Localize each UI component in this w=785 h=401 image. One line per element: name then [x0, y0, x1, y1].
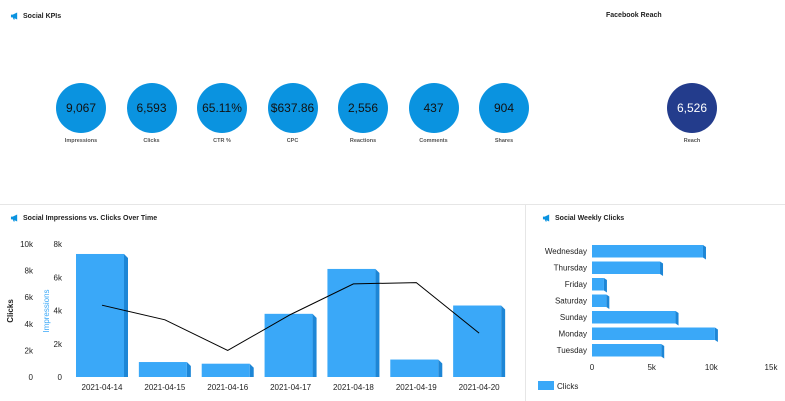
y-tick-label: Saturday — [555, 297, 587, 306]
y-tick-label: Wednesday — [545, 247, 587, 256]
weekly-clicks-title: Social Weekly Clicks — [542, 214, 624, 222]
y-tick-label: Tuesday — [557, 346, 587, 355]
weekly-clicks-chart: Wednesday Thursday Friday Saturday Sunday Mon… — [538, 245, 779, 391]
kpi-label-reach: Reach — [683, 138, 701, 144]
y-axis-right-title: Impressions — [42, 289, 51, 332]
kpi-circle-shares: 904 — [479, 83, 529, 133]
megaphone-icon — [10, 214, 18, 222]
x-tick-label: 2021-04-16 — [207, 383, 248, 392]
right-tick-label: 0 — [58, 373, 63, 382]
facebook-reach-title: Facebook Reach — [606, 12, 662, 19]
weekly-clicks-bar — [592, 245, 703, 258]
kpi-label-cpc: CPC — [286, 138, 299, 144]
megaphone-icon — [10, 12, 18, 20]
y-tick-label: Friday — [565, 280, 587, 289]
bar-side — [438, 359, 443, 377]
bar-side — [124, 253, 128, 377]
social-kpis-title: Social KPIs — [10, 12, 61, 20]
bar-side — [702, 245, 706, 260]
kpi-value: 437 — [423, 101, 444, 115]
left-tick-label: 4k — [25, 320, 34, 329]
weekly-clicks-bar — [592, 278, 604, 291]
x-tick-label: 0 — [590, 363, 595, 372]
weekly-clicks-bar — [592, 261, 661, 274]
impressions-bar — [76, 253, 124, 377]
x-tick-label: 2021-04-19 — [396, 383, 437, 392]
x-tick-label: 10k — [705, 363, 719, 372]
vertical-divider — [525, 205, 526, 401]
bar-side — [660, 261, 664, 276]
impressions-clicks-chart: 0 2k 4k 6k 8k 10k 0 2k 4k 6k 8k Clicks Impressions 20… — [6, 240, 506, 392]
right-tick-label: 8k — [54, 240, 63, 249]
left-tick-label: 2k — [25, 346, 34, 355]
legend-label: Clicks — [557, 382, 578, 391]
kpi-label-reactions: Reactions — [349, 138, 377, 144]
bar-side — [375, 268, 380, 377]
kpi-value: 6,593 — [136, 101, 167, 115]
kpi-value: 2,556 — [347, 101, 379, 115]
horizontal-divider — [0, 204, 785, 205]
kpi-circle-reactions: 2,556 — [338, 83, 388, 133]
bar-side — [714, 327, 718, 342]
right-tick-label: 6k — [54, 273, 63, 282]
impressions-bar — [390, 359, 439, 377]
impressions-bar — [327, 268, 376, 377]
x-tick-label: 2021-04-20 — [459, 383, 500, 392]
left-tick-label: 10k — [20, 240, 34, 249]
bar-side — [501, 305, 506, 377]
y-axis-left-title: Clicks — [6, 299, 15, 323]
x-tick-label: 15k — [765, 363, 779, 372]
impressions-bar — [138, 362, 187, 377]
impressions-bar — [201, 363, 250, 377]
impressions-clicks-title: Social Impressions vs. Clicks Over Time — [10, 214, 157, 222]
right-tick-label: 4k — [54, 307, 63, 316]
x-tick-label: 5k — [647, 363, 656, 372]
x-tick-label: 2021-04-18 — [333, 383, 374, 392]
bar-side — [675, 311, 679, 326]
kpi-circle-clicks: 6,593 — [126, 83, 177, 133]
legend-swatch — [538, 381, 554, 390]
x-tick-label: 2021-04-17 — [270, 383, 311, 392]
kpi-circle-cpc: $637.86 — [267, 83, 318, 133]
kpi-circle-ctr: 65.11% — [197, 83, 247, 133]
weekly-clicks-bar — [592, 327, 715, 340]
bar-side — [603, 278, 607, 293]
weekly-clicks-bar — [592, 294, 607, 307]
kpi-value: 904 — [493, 101, 515, 115]
clicks-line — [101, 282, 480, 351]
kpi-value: 9,067 — [65, 101, 97, 115]
left-tick-label: 0 — [29, 373, 34, 382]
weekly-clicks-bar — [592, 311, 676, 324]
bar-side — [186, 362, 191, 377]
kpi-label-comments: Comments — [419, 138, 448, 144]
bar-side — [249, 363, 254, 377]
kpi-circle-comments: 437 — [408, 83, 459, 133]
x-tick-label: 2021-04-14 — [82, 383, 123, 392]
megaphone-icon — [542, 214, 550, 222]
left-tick-label: 6k — [25, 293, 34, 302]
bar-side — [661, 344, 665, 359]
y-tick-label: Thursday — [554, 264, 587, 273]
kpi-label-impressions: Impressions — [64, 138, 98, 144]
impressions-bar — [453, 305, 502, 377]
left-tick-label: 8k — [25, 267, 34, 276]
bar-side — [312, 313, 317, 377]
y-tick-label: Sunday — [560, 313, 587, 322]
x-tick-label: 2021-04-15 — [144, 383, 185, 392]
right-tick-label: 2k — [54, 340, 63, 349]
weekly-clicks-bar — [592, 344, 662, 357]
kpi-value: 65.11% — [202, 101, 242, 115]
y-tick-label: Monday — [559, 330, 587, 339]
kpi-circle-impressions: 9,067 — [56, 83, 106, 133]
kpi-value: $637.86 — [270, 101, 315, 115]
kpi-circle-reach: 6,526 — [667, 83, 717, 133]
bar-side — [606, 294, 610, 309]
kpi-label-shares: Shares — [494, 138, 514, 144]
kpi-label-clicks: Clicks — [143, 138, 160, 144]
kpi-label-ctr: CTR % — [213, 138, 231, 144]
impressions-bar — [264, 313, 313, 377]
